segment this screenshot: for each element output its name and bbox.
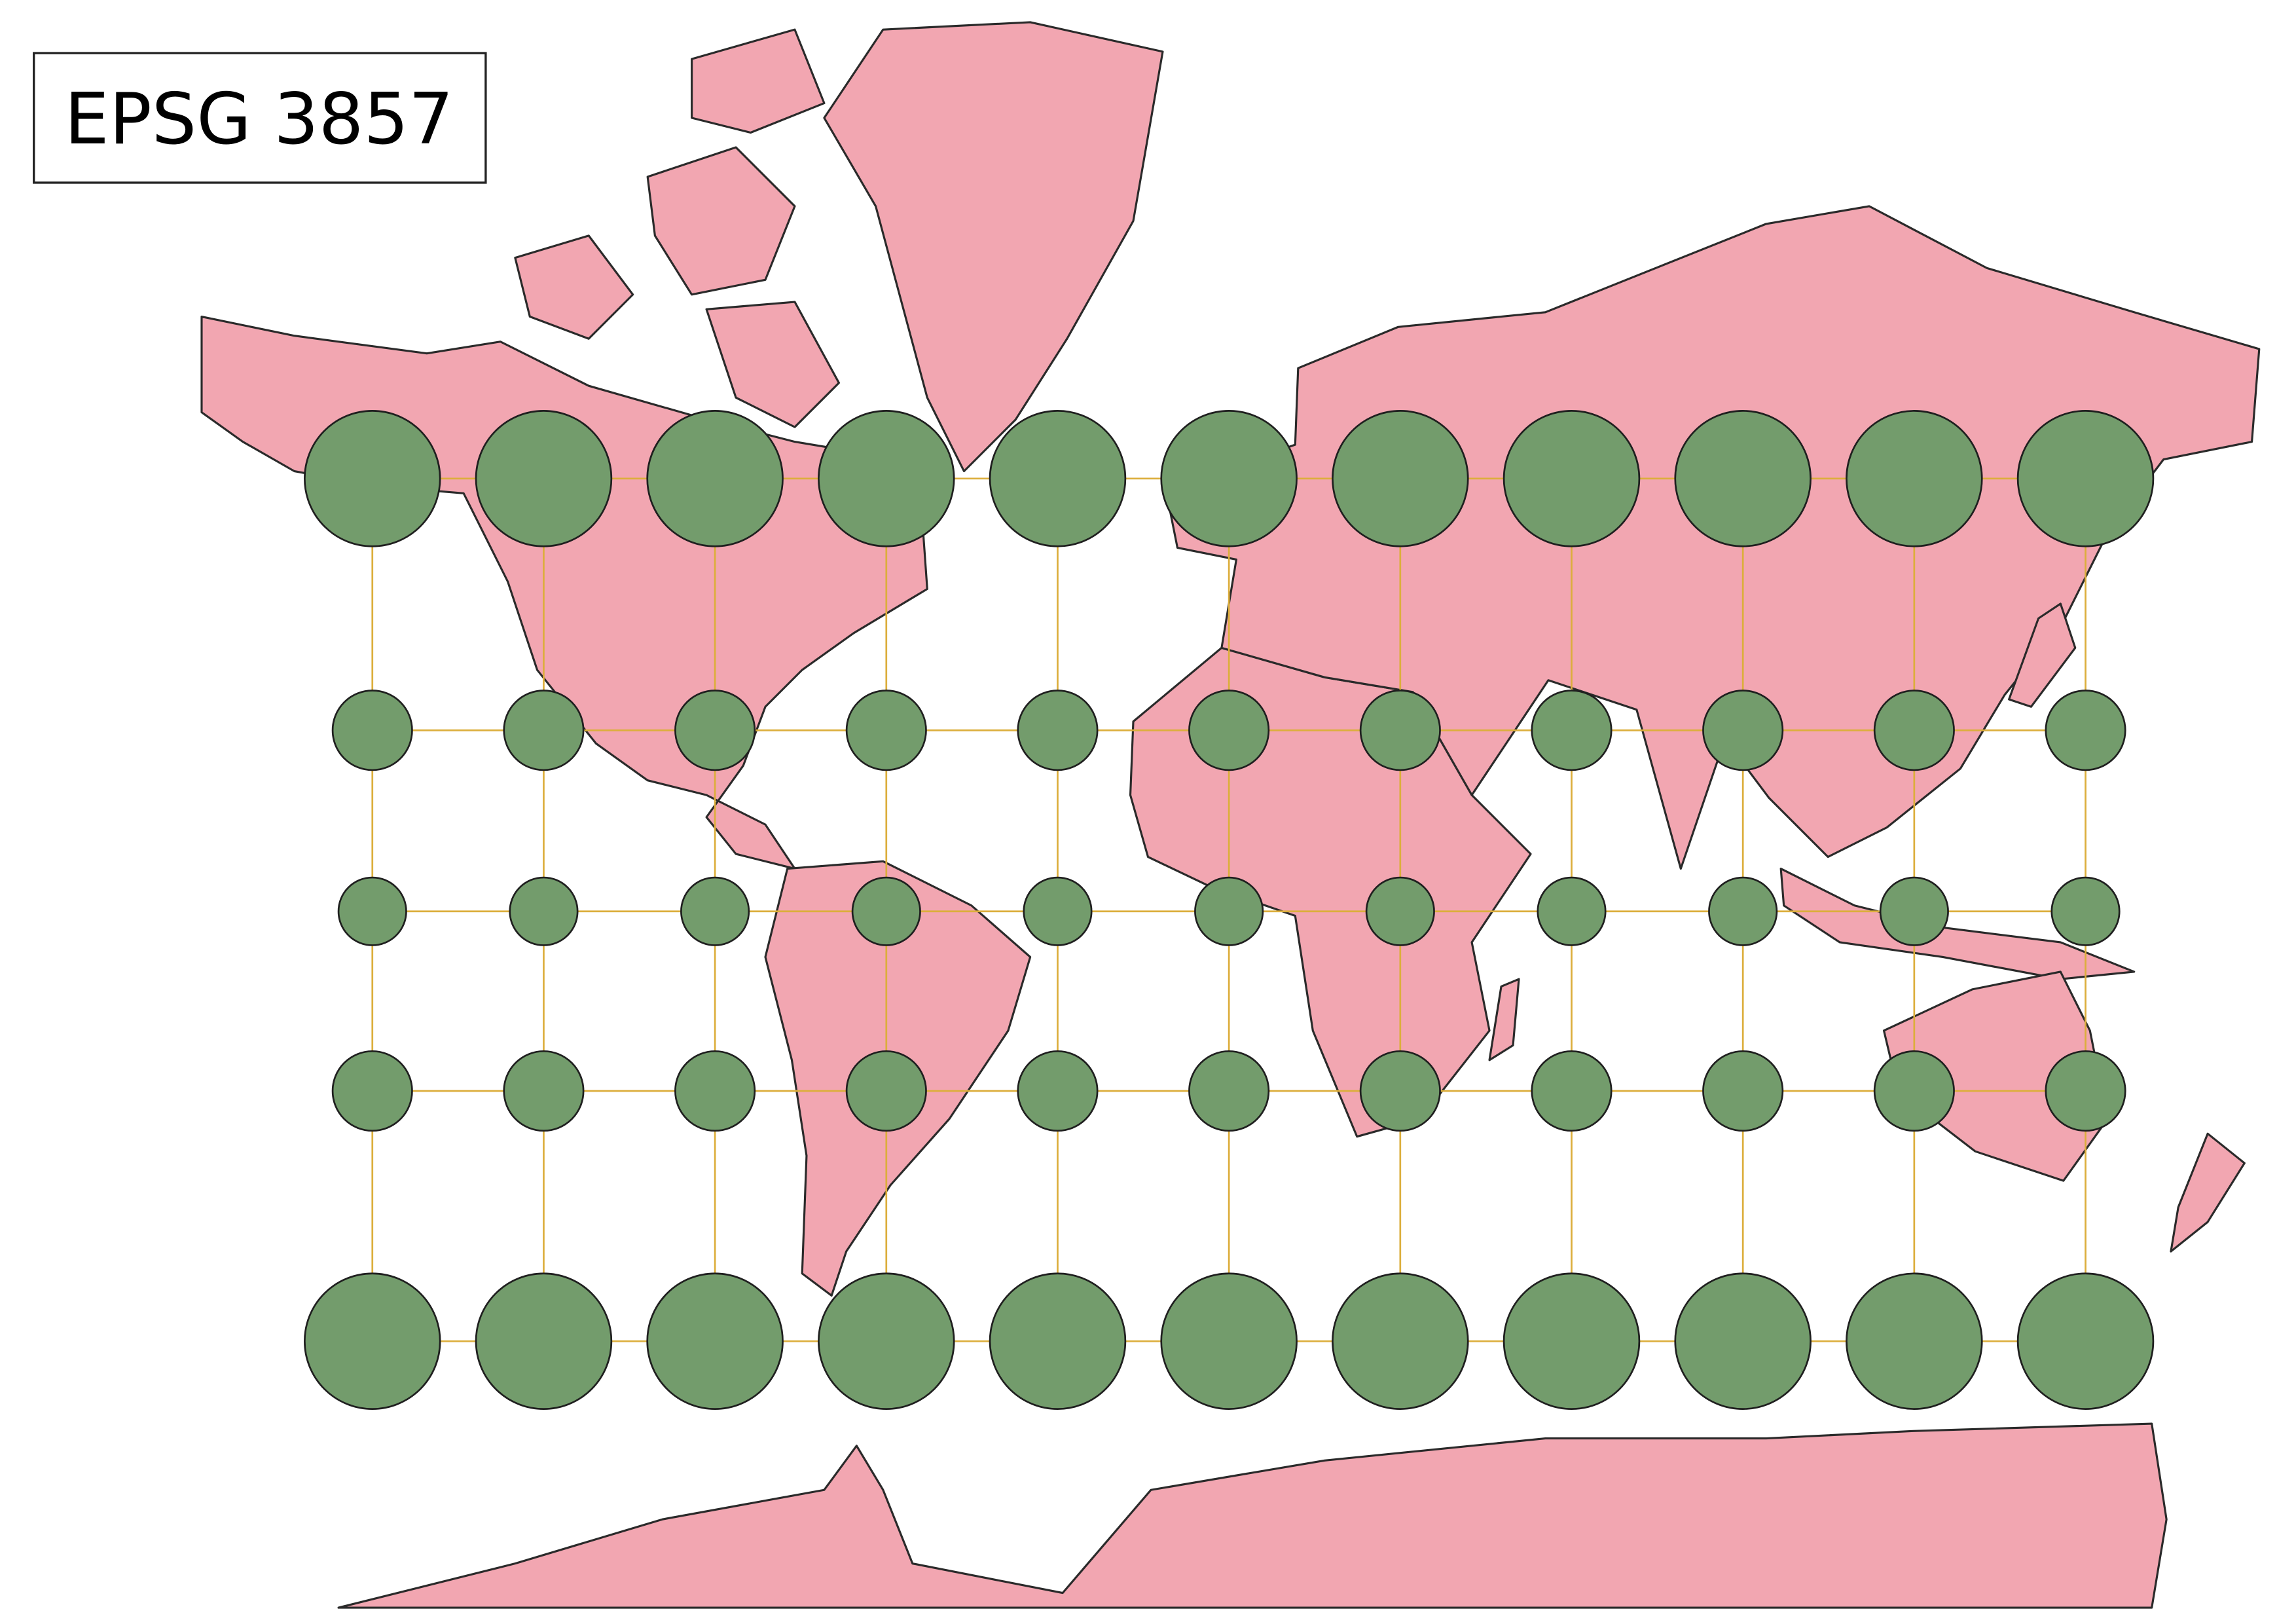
tissot-circle: [1503, 410, 1641, 547]
madagascar: [1488, 978, 1520, 1061]
tissot-circle: [1188, 1050, 1270, 1132]
tissot-circle: [845, 690, 927, 771]
tissot-circle: [1873, 1050, 1955, 1132]
tissot-circle: [475, 1272, 613, 1410]
tissot-circle: [989, 410, 1127, 547]
tissot-circle: [646, 410, 784, 547]
tissot-circle: [646, 1272, 784, 1410]
tissot-circle: [1702, 690, 1784, 771]
tissot-circle: [503, 690, 585, 771]
tissot-circle: [1160, 1272, 1298, 1410]
tissot-circle: [1846, 1272, 1983, 1410]
tissot-circle: [674, 1050, 756, 1132]
tissot-circle: [304, 1272, 441, 1410]
antarctica: [337, 1422, 2168, 1609]
tissot-circle: [1194, 876, 1264, 946]
tissot-circle: [509, 876, 579, 946]
tissot-circle: [475, 410, 613, 547]
tissot-circle: [1359, 1050, 1441, 1132]
greenland: [823, 21, 1164, 473]
label-box: [33, 52, 487, 184]
tissot-circle: [2045, 1050, 2126, 1132]
tissot-circle: [1017, 1050, 1099, 1132]
tissot-circle: [1017, 690, 1099, 771]
tissot-circle: [1873, 690, 1955, 771]
tissot-circle: [2016, 410, 2155, 547]
arctic-islands: [705, 301, 840, 428]
tissot-circle: [337, 876, 407, 946]
tissot-circle: [1332, 410, 1469, 547]
tissot-circle: [818, 1272, 955, 1410]
tissot-circle: [1359, 690, 1441, 771]
tissot-circle: [1879, 876, 1949, 946]
tissot-circle: [1160, 410, 1298, 547]
tissot-circle: [1708, 876, 1778, 946]
tissot-circle: [1702, 1050, 1784, 1132]
new-zealand: [2170, 1132, 2246, 1253]
tissot-circle: [331, 690, 413, 771]
tissot-circle: [304, 410, 441, 547]
arctic-islands: [514, 234, 634, 340]
tissot-circle: [2045, 690, 2126, 771]
tissot-circle: [1188, 690, 1270, 771]
tissot-circle: [680, 876, 750, 946]
tissot-indicatrices: [304, 410, 2155, 1410]
label-text: EPSG 3857: [65, 79, 454, 160]
tissot-circle: [331, 1050, 413, 1132]
tissot-circle: [2016, 1272, 2155, 1410]
tissot-circle: [1846, 410, 1983, 547]
tissot-circle: [989, 1272, 1127, 1410]
tissot-circle: [818, 410, 955, 547]
tissot-circle: [1023, 876, 1093, 946]
japan: [2008, 602, 2077, 708]
tissot-circle: [503, 1050, 585, 1132]
arctic-islands: [646, 146, 796, 296]
tissot-circle: [674, 690, 756, 771]
tissot-circle: [1537, 876, 1607, 946]
tissot-circle: [1674, 410, 1812, 547]
tissot-circle: [1332, 1272, 1469, 1410]
tissot-circle: [845, 1050, 927, 1132]
tissot-circle: [1503, 1272, 1641, 1410]
tissot-circle: [1531, 1050, 1613, 1132]
tissot-circle: [851, 876, 921, 946]
tissot-circle: [2050, 876, 2121, 946]
tissot-circle: [1674, 1272, 1812, 1410]
arctic-islands: [691, 28, 826, 134]
tissot-circle: [1531, 690, 1613, 771]
tissot-circle: [1365, 876, 1435, 946]
